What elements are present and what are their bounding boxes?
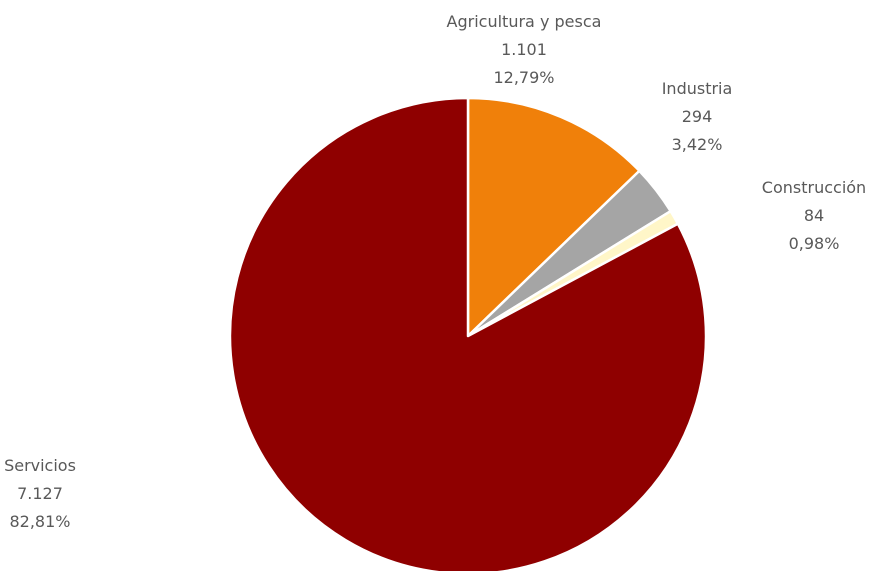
label-industria: Industria 294 3,42% bbox=[662, 79, 733, 154]
label-industria-name: Industria bbox=[662, 79, 733, 98]
label-construccion-name: Construcción bbox=[762, 178, 866, 197]
label-servicios-value: 7.127 bbox=[17, 484, 63, 503]
label-agricultura: Agricultura y pesca 1.101 12,79% bbox=[447, 12, 602, 87]
label-servicios: Servicios 7.127 82,81% bbox=[4, 456, 76, 531]
label-agricultura-value: 1.101 bbox=[501, 40, 547, 59]
pie-slices bbox=[228, 96, 708, 571]
slice-agricultura-y-pesca bbox=[466, 96, 641, 338]
label-servicios-name: Servicios bbox=[4, 456, 76, 475]
label-agricultura-name: Agricultura y pesca bbox=[447, 12, 602, 31]
label-agricultura-percent: 12,79% bbox=[493, 68, 554, 87]
label-servicios-percent: 82,81% bbox=[9, 512, 70, 531]
label-construccion-percent: 0,98% bbox=[789, 234, 840, 253]
label-industria-percent: 3,42% bbox=[672, 135, 723, 154]
label-construccion-value: 84 bbox=[804, 206, 824, 225]
label-construccion: Construcción 84 0,98% bbox=[762, 178, 866, 253]
label-industria-value: 294 bbox=[682, 107, 713, 126]
slice-servicios bbox=[228, 96, 708, 571]
